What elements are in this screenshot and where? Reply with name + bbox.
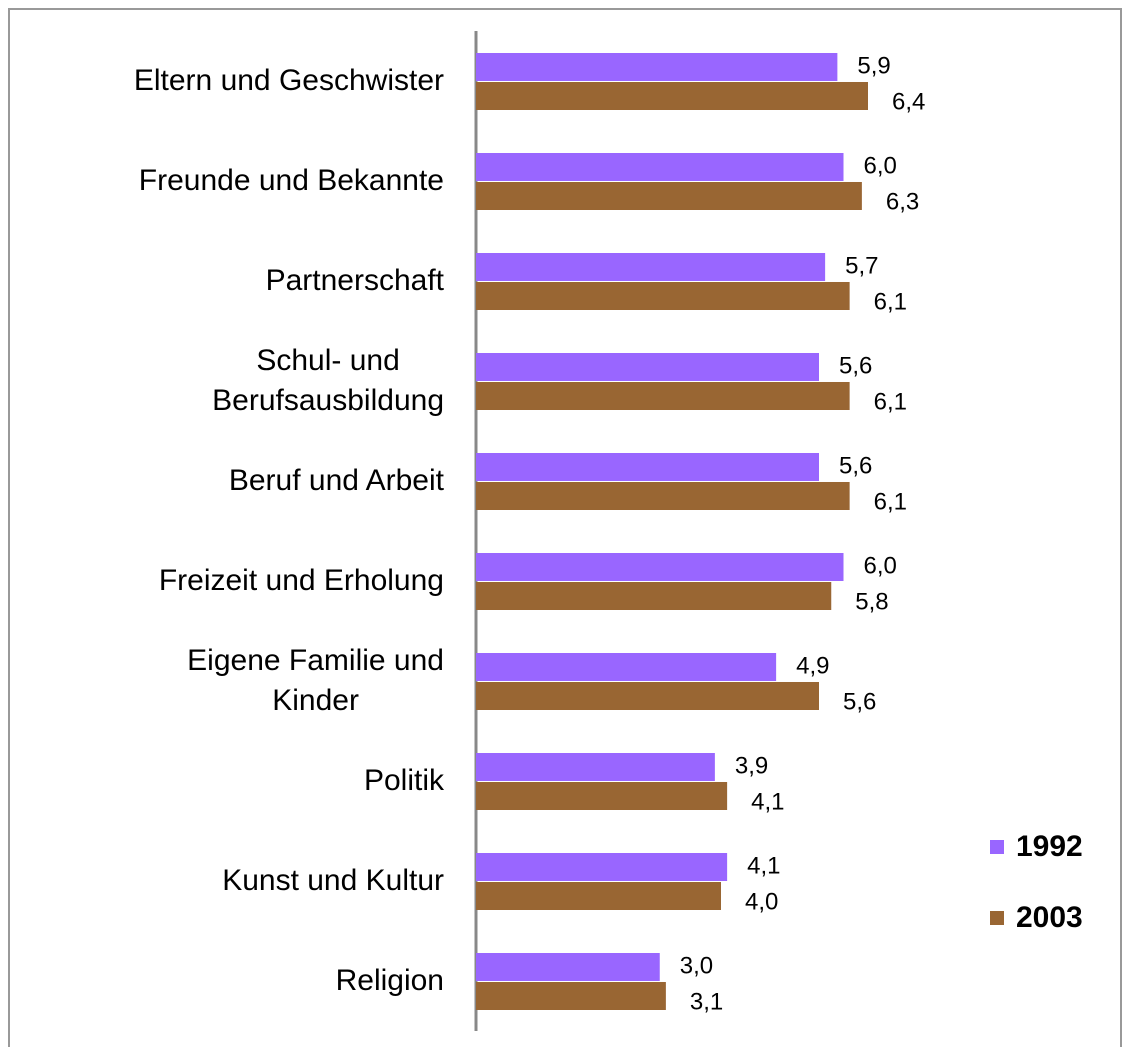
legend-swatch (990, 911, 1004, 925)
y-tick-label: Kunst und Kultur (222, 864, 444, 897)
frame (8, 8, 1122, 1047)
value-label: 4,1 (747, 852, 780, 879)
value-label: 5,6 (839, 352, 872, 379)
value-label: 5,7 (845, 252, 878, 279)
value-label: 4,0 (745, 888, 778, 915)
y-tick-label: Politik (363, 764, 444, 797)
value-label: 5,6 (843, 688, 876, 715)
value-label: 6,0 (864, 152, 897, 179)
y-tick-label: Religion (335, 964, 444, 997)
bar (476, 153, 844, 181)
bar (476, 282, 850, 310)
category-label-box: Religion (4, 936, 444, 1026)
category-label-box: Partnerschaft (4, 236, 444, 326)
bar (476, 853, 728, 881)
value-label: 5,8 (855, 588, 888, 615)
y-tick-label: Eltern und Geschwister (133, 64, 444, 97)
value-label: 6,1 (874, 288, 907, 315)
legend-label: 1992 (1016, 830, 1083, 863)
bar (476, 953, 660, 981)
bar (476, 582, 832, 610)
bar (476, 382, 850, 410)
legend-label: 2003 (1016, 901, 1083, 934)
bar (476, 253, 826, 281)
bar (476, 453, 819, 481)
category-label-box: Eltern und Geschwister (4, 36, 444, 126)
value-label: 6,1 (874, 388, 907, 415)
value-label: 4,9 (796, 652, 829, 679)
bar (476, 82, 868, 110)
bar (476, 753, 715, 781)
value-label: 3,1 (690, 988, 723, 1015)
value-label: 6,3 (886, 188, 919, 215)
value-label: 6,4 (892, 88, 925, 115)
value-label: 3,9 (735, 752, 768, 779)
y-tick-label: Schul- und Berufsausbildung (212, 344, 444, 417)
y-tick-label: Freizeit und Erholung (158, 564, 444, 597)
value-label: 5,6 (839, 452, 872, 479)
y-tick-label: Beruf und Arbeit (228, 464, 444, 497)
category-label-box: Beruf und Arbeit (4, 436, 444, 526)
value-label: 6,0 (864, 552, 897, 579)
category-label-box: Politik (4, 736, 444, 826)
category-label-box: Freizeit und Erholung (4, 536, 444, 626)
legend-swatch (990, 840, 1004, 854)
bar (476, 53, 838, 81)
bar (476, 553, 844, 581)
y-tick-label: Eigene Familie und Kinder (187, 644, 444, 717)
bar (476, 182, 862, 210)
bar (476, 782, 728, 810)
category-label-box: Freunde und Bekannte (4, 136, 444, 226)
category-label-box: Kunst und Kultur (4, 836, 444, 926)
bar (476, 682, 819, 710)
value-label: 6,1 (874, 488, 907, 515)
bar (476, 353, 819, 381)
value-label: 5,9 (857, 52, 890, 79)
value-label: 4,1 (751, 788, 784, 815)
bar (476, 653, 777, 681)
y-tick-label: Freunde und Bekannte (138, 164, 444, 197)
bar (476, 882, 721, 910)
bar (476, 482, 850, 510)
category-label-box: Eigene Familie und Kinder (4, 636, 444, 726)
category-label-box: Schul- und Berufsausbildung (4, 336, 444, 426)
bar (476, 982, 666, 1010)
y-tick-label: Partnerschaft (265, 264, 444, 297)
value-label: 3,0 (680, 952, 713, 979)
